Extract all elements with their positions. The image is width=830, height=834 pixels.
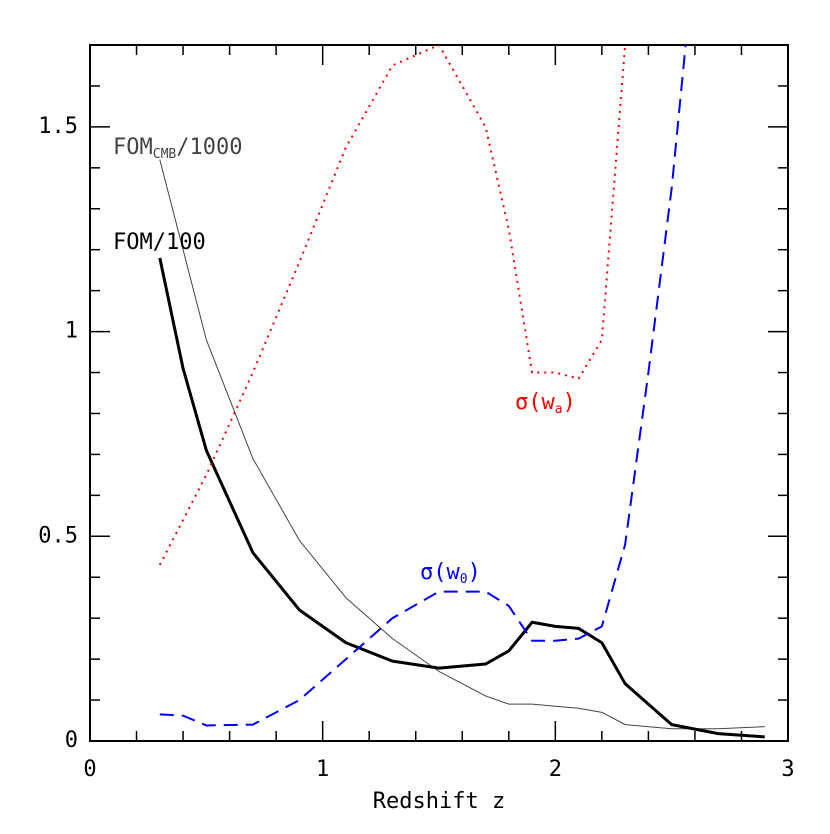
series-label-part: FOM [113,135,153,160]
series-label-part: FOM/100 [113,230,206,255]
y-tick-label: 0 [65,728,78,753]
series-line [159,159,765,730]
x-axis-label: Redshift z [373,789,505,814]
series-label-part: ) [563,390,576,415]
plot-area [158,45,765,739]
series-label-part: /1000 [176,135,242,160]
series-label-part: 0 [460,572,468,587]
x-tick-label: 3 [781,757,794,782]
y-tick-label: 1 [65,319,78,344]
y-tick-label: 1.5 [38,114,78,139]
series-label: FOM/100 [113,230,206,255]
series-line [158,45,627,566]
series-label-part: σ(w [515,390,555,415]
series-label: σ(wa) [515,390,576,417]
x-tick-label: 2 [549,757,562,782]
series-label: FOMCMB/1000 [113,135,242,162]
series-label-part: CMB [153,147,177,162]
y-tick-label: 0.5 [38,523,78,548]
x-tick-label: 0 [83,757,96,782]
series-label-part: σ(w [420,560,460,585]
series-label: σ(w0) [420,560,481,587]
series-line [159,45,687,727]
x-tick-label: 1 [316,757,329,782]
series-line [158,257,765,739]
series-label-part: ) [468,560,481,585]
series-label-part: a [555,402,563,417]
